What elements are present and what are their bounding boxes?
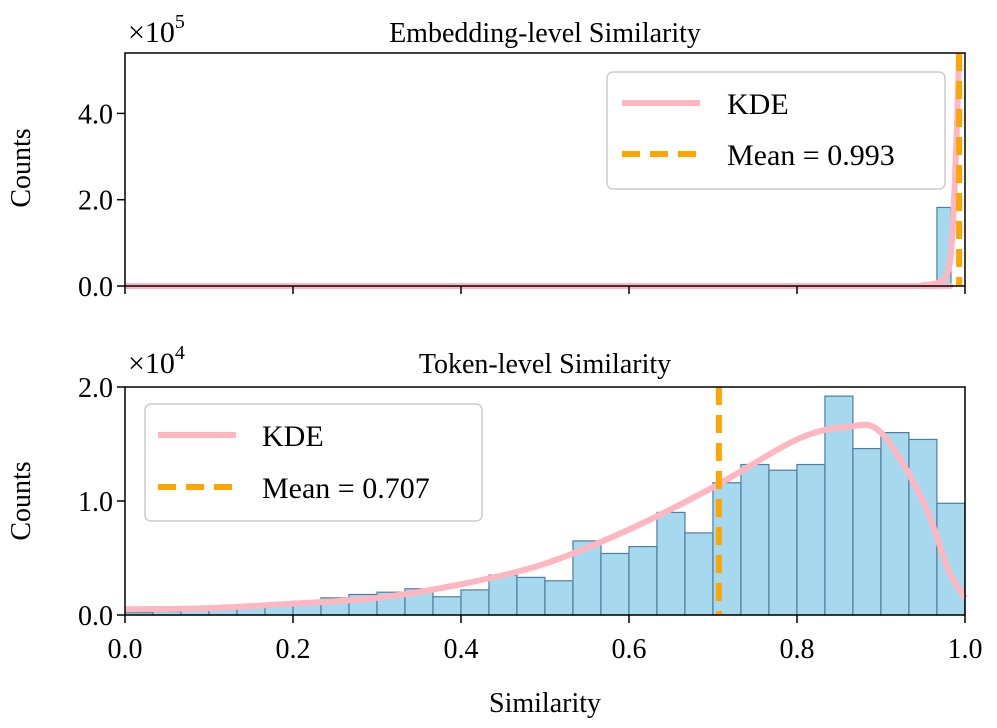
histogram-bar [852,447,882,616]
histogram-bar [824,395,854,616]
histogram-bar [432,596,462,616]
embedding-panel: ×105 Embedding-level Similarity Counts 0… [6,11,966,303]
axes-frame-top [124,52,966,287]
x-tick-label: 0.0 [108,634,143,665]
histogram-bar [628,545,658,616]
exponent-label-bottom: ×104 [128,342,185,380]
chart-title-top: Embedding-level Similarity [389,18,701,49]
histogram-bar [880,432,910,616]
y-axis-label-bottom: Counts [6,461,37,540]
x-ticks-bottom: 0.0 0.2 0.4 0.6 0.8 1.0 [108,615,983,665]
legend-top: KDE Mean = 0.993 [606,71,946,190]
x-ticks-top [124,286,966,294]
histogram-bar [656,511,686,616]
x-tick-label: 1.0 [948,634,983,665]
kde-curve-bottom [124,421,968,613]
kde-line [124,421,968,613]
x-axis-label: Similarity [489,688,601,719]
x-tick-label: 0.8 [780,634,815,665]
histogram-bar [516,576,546,616]
y-ticks-top: 0.0 2.0 4.0 [78,99,125,303]
histogram-bar [768,469,798,616]
histogram-bar [460,589,490,616]
x-tick-label: 0.6 [612,634,647,665]
y-tick-label: 2.0 [78,373,113,404]
histogram-bar [600,552,630,616]
histogram-bar [488,574,518,616]
histogram-bar [684,532,714,616]
histogram-bar [796,463,826,616]
y-axis-label-top: Counts [6,128,37,207]
y-tick-label: 0.0 [78,272,113,303]
histogram-bar [740,463,770,616]
histogram-bar [544,580,574,616]
y-tick-label: 0.0 [78,601,113,632]
legend-kde-label-bottom: KDE [262,420,324,453]
x-tick-label: 0.2 [276,634,311,665]
legend-kde-label-top: KDE [727,88,789,121]
y-tick-label: 1.0 [78,487,113,518]
histogram-bar [936,502,966,616]
y-tick-label: 4.0 [78,99,113,130]
chart-title-bottom: Token-level Similarity [419,349,671,380]
token-panel: ×104 Token-level Similarity Counts 0.0 1.… [6,342,983,719]
legend-mean-label-top: Mean = 0.993 [727,139,895,172]
y-tick-label: 2.0 [78,186,113,217]
y-ticks-bottom: 0.0 1.0 2.0 [78,373,125,632]
x-tick-label: 0.4 [444,634,479,665]
legend-bottom: KDE Mean = 0.707 [144,403,483,522]
exponent-label-top: ×105 [128,11,185,49]
legend-mean-label-bottom: Mean = 0.707 [262,472,430,505]
